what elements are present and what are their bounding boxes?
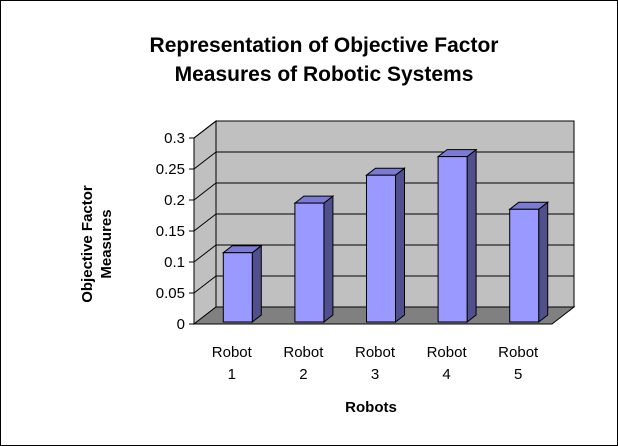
bar [509, 208, 540, 323]
y-tick-label: 0.25 [156, 161, 185, 178]
x-axis-title: Robots [345, 399, 397, 416]
y-tick-label: 0.05 [156, 285, 185, 302]
bar-side [538, 201, 549, 324]
x-tick-label: Robot [355, 344, 396, 361]
y-axis-title-line-2: Measures [98, 209, 115, 279]
y-tick-label: 0.1 [164, 254, 185, 271]
x-tick-label: 4 [442, 366, 450, 383]
chart-title-line-2: Measures of Robotic Systems [174, 63, 474, 86]
y-tick-label: 0.2 [164, 192, 185, 209]
bar-side [251, 244, 262, 324]
bar-side [395, 167, 405, 324]
bar-side [466, 148, 477, 324]
x-tick-label: 3 [371, 366, 379, 383]
bar-side [323, 195, 334, 324]
y-tick-label: 0 [177, 316, 185, 333]
bar [222, 252, 253, 323]
y-tick-label: 0.3 [164, 130, 185, 147]
x-tick-label: 5 [514, 366, 522, 383]
chart-title-line-1: Representation of Objective Factor [149, 34, 499, 57]
chart-title: Representation of Objective Factor Measu… [1, 31, 617, 89]
bar [294, 202, 325, 323]
x-tick-label: Robot [212, 344, 253, 361]
y-tick-label: 0.15 [156, 223, 185, 240]
gridline [193, 120, 574, 139]
x-tick-label: 2 [299, 366, 307, 383]
x-tick-label: Robot [427, 344, 468, 361]
bar [437, 156, 468, 323]
bar [366, 174, 396, 323]
y-axis-title-line-1: Objective Factor [79, 185, 96, 303]
x-tick-label: 1 [228, 366, 236, 383]
x-tick-label: Robot [283, 344, 324, 361]
x-tick-label: Robot [498, 344, 539, 361]
